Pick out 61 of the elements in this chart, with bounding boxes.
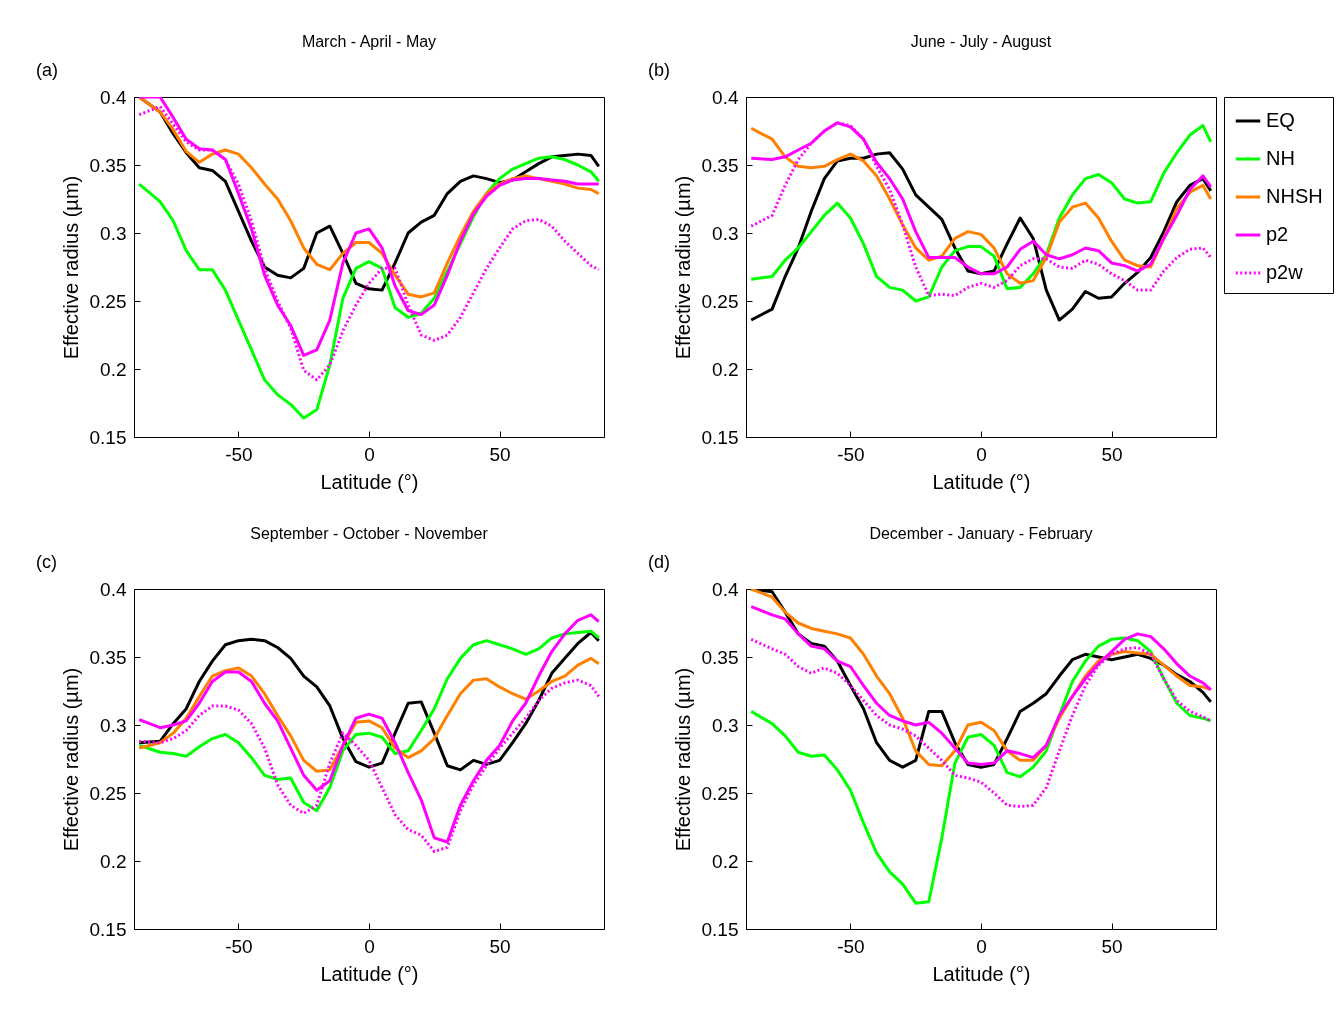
x-tick-label: -50 [837, 443, 865, 465]
line-series [749, 636, 1213, 905]
chart-title: December - January - February [869, 525, 1093, 542]
y-tick-label: 0.4 [712, 86, 739, 108]
text: (b) [648, 60, 670, 80]
text: (a) [36, 60, 58, 80]
legend-label: EQ [1266, 109, 1295, 131]
x-axis-title: Latitude (°) [932, 962, 1031, 985]
x-tick-label: 50 [489, 935, 511, 957]
y-tick-label: 0.3 [100, 222, 127, 244]
x-tick-label: 0 [976, 935, 987, 957]
x-tick-label: -50 [837, 935, 865, 957]
x-tick-label: -50 [225, 443, 253, 465]
y-tick-label: 0.25 [701, 290, 739, 312]
y-tick-label: 0.25 [89, 782, 127, 804]
x-axis-title: Latitude (°) [320, 470, 419, 493]
x-axis-title: Latitude (°) [320, 962, 419, 985]
y-tick-label: 0.2 [712, 358, 739, 380]
y-tick-label: 0.15 [89, 426, 127, 448]
line-series [137, 629, 601, 813]
legend-label: p2w [1266, 261, 1304, 283]
x-tick-label: 50 [1101, 443, 1123, 465]
y-tick-label: 0.4 [712, 578, 739, 600]
y-tick-label: 0.4 [100, 86, 127, 108]
y-tick-label: 0.15 [701, 918, 739, 940]
y-tick-label: 0.35 [701, 646, 739, 668]
y-tick-label: 0.15 [701, 426, 739, 448]
x-axis-title: Latitude (°) [932, 470, 1031, 493]
text: (d) [648, 552, 670, 572]
y-tick-label: 0.3 [100, 714, 127, 736]
x-tick-label: -50 [225, 935, 253, 957]
y-axis-title: Effective radius (µm) [671, 667, 694, 852]
y-tick-label: 0.25 [701, 782, 739, 804]
y-tick-label: 0.2 [100, 358, 127, 380]
legend-label: NHSH [1266, 185, 1323, 207]
y-axis-title: Effective radius (µm) [59, 175, 82, 360]
x-tick-label: 0 [364, 935, 375, 957]
y-tick-label: 0.25 [89, 290, 127, 312]
legend-label: p2 [1266, 223, 1289, 245]
y-axis-title: Effective radius (µm) [671, 175, 694, 360]
chart-title: June - July - August [910, 33, 1052, 50]
y-tick-label: 0.3 [712, 222, 739, 244]
x-tick-label: 0 [976, 443, 987, 465]
x-tick-label: 50 [489, 443, 511, 465]
x-tick-label: 0 [364, 443, 375, 465]
y-tick-label: 0.3 [712, 714, 739, 736]
y-tick-label: 0.15 [89, 918, 127, 940]
y-tick-label: 0.2 [712, 850, 739, 872]
y-tick-label: 0.35 [89, 154, 127, 176]
chart-title: March - April - May [301, 33, 437, 50]
y-tick-label: 0.2 [100, 850, 127, 872]
line-series [137, 656, 601, 773]
x-tick-label: 50 [1101, 935, 1123, 957]
y-tick-label: 0.35 [701, 154, 739, 176]
y-axis-title: Effective radius (µm) [59, 667, 82, 852]
y-tick-label: 0.4 [100, 578, 127, 600]
legend-label: NH [1266, 147, 1295, 169]
y-tick-label: 0.35 [89, 646, 127, 668]
line-series [137, 631, 601, 772]
chart-title: September - October - November [250, 525, 489, 542]
text: (c) [36, 552, 57, 572]
